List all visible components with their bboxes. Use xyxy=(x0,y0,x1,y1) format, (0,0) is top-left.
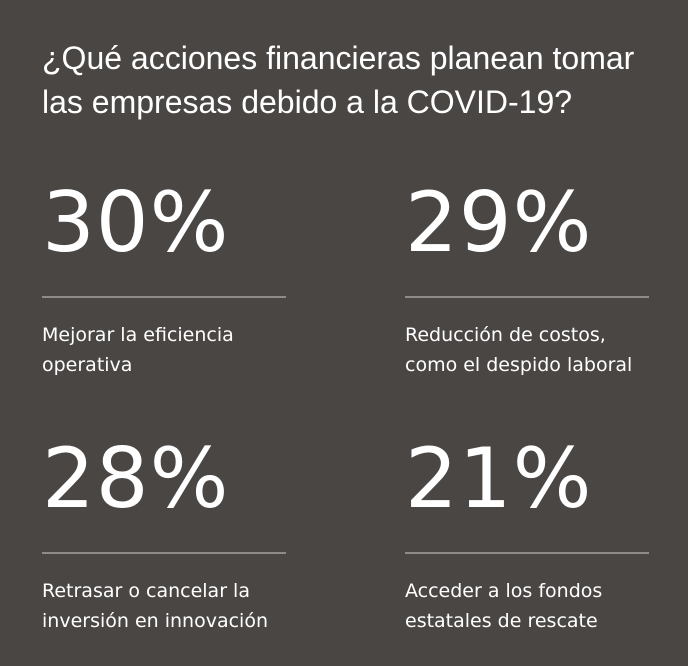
stat-label-line: como el despido laboral xyxy=(405,354,633,376)
stat-label-line: Mejorar la eficiencia xyxy=(42,324,234,346)
stat-label-line: operativa xyxy=(42,354,133,376)
stat-value: 29% xyxy=(405,174,593,271)
chart-title-line: las empresas debido a la COVID-19? xyxy=(42,84,573,120)
stat-value: 30% xyxy=(42,174,230,271)
stat-label: Reducción de costos, como el despido lab… xyxy=(405,320,655,380)
stat-label-line: estatales de rescate xyxy=(405,610,598,632)
stat-value: 21% xyxy=(405,430,593,527)
stat-divider xyxy=(42,296,286,298)
stat-divider xyxy=(405,296,649,298)
stat-label-line: Retrasar o cancelar la xyxy=(42,580,250,602)
stat-divider xyxy=(405,552,649,554)
stat-block-operational-efficiency: 30% Mejorar la eficiencia operativa xyxy=(42,178,292,380)
chart-title-line: ¿Qué acciones financieras planean tomar xyxy=(42,40,635,76)
stat-label-line: inversión en innovación xyxy=(42,610,268,632)
stat-block-rescue-funds: 21% Acceder a los fondos estatales de re… xyxy=(405,434,655,636)
stat-label: Retrasar o cancelar la inversión en inno… xyxy=(42,576,292,636)
stat-label: Acceder a los fondos estatales de rescat… xyxy=(405,576,655,636)
stat-block-cost-reduction: 29% Reducción de costos, como el despido… xyxy=(405,178,655,380)
stat-label-line: Acceder a los fondos xyxy=(405,580,603,602)
stat-block-innovation-delay: 28% Retrasar o cancelar la inversión en … xyxy=(42,434,292,636)
stat-label: Mejorar la eficiencia operativa xyxy=(42,320,292,380)
stat-divider xyxy=(42,552,286,554)
chart-title: ¿Qué acciones financieras planean tomar … xyxy=(42,36,672,124)
stat-label-line: Reducción de costos, xyxy=(405,324,606,346)
stat-value: 28% xyxy=(42,430,230,527)
